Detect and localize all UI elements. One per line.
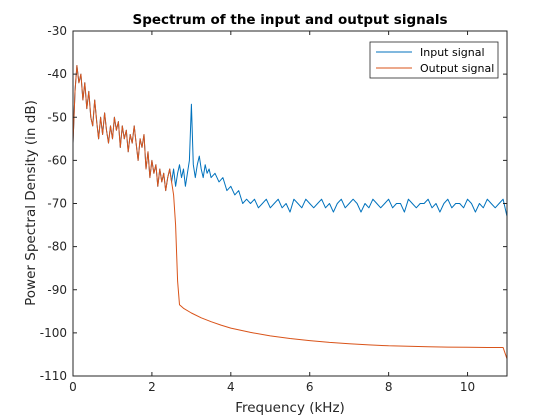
plot-area: [73, 31, 507, 376]
legend: Input signal Output signal: [369, 41, 499, 79]
y-tick-label: -60: [47, 153, 67, 167]
y-axis-label: Power Spectral Density (in dB): [23, 100, 39, 306]
y-tick-label: -30: [47, 24, 67, 38]
y-tick-label: -70: [47, 197, 67, 211]
ticks-layer: 0 2 4 6 8 10 -110 -100 -90 -80 -70 -60 -50 -40 -30: [40, 24, 507, 394]
x-tick-label: 4: [227, 380, 235, 394]
y-tick-label: -90: [47, 283, 67, 297]
x-tick-label: 6: [306, 380, 314, 394]
x-tick-label: 0: [69, 380, 77, 394]
series-line-output: [72, 65, 508, 359]
y-tick-label: -50: [47, 110, 67, 124]
series-layer: [72, 65, 508, 359]
legend-label-output: Output signal: [420, 62, 494, 75]
legend-label-input: Input signal: [420, 46, 485, 59]
chart-title: Spectrum of the input and output signals: [132, 12, 447, 28]
x-tick-label: 2: [148, 380, 156, 394]
legend-box: [369, 41, 499, 79]
y-tick-label: -40: [47, 67, 67, 81]
y-tick-label: -80: [47, 240, 67, 254]
y-tick-label: -110: [40, 369, 67, 383]
x-tick-label: 10: [460, 380, 475, 394]
x-tick-label: 8: [385, 380, 393, 394]
x-axis-label: Frequency (kHz): [235, 400, 345, 416]
y-tick-label: -100: [40, 326, 67, 340]
